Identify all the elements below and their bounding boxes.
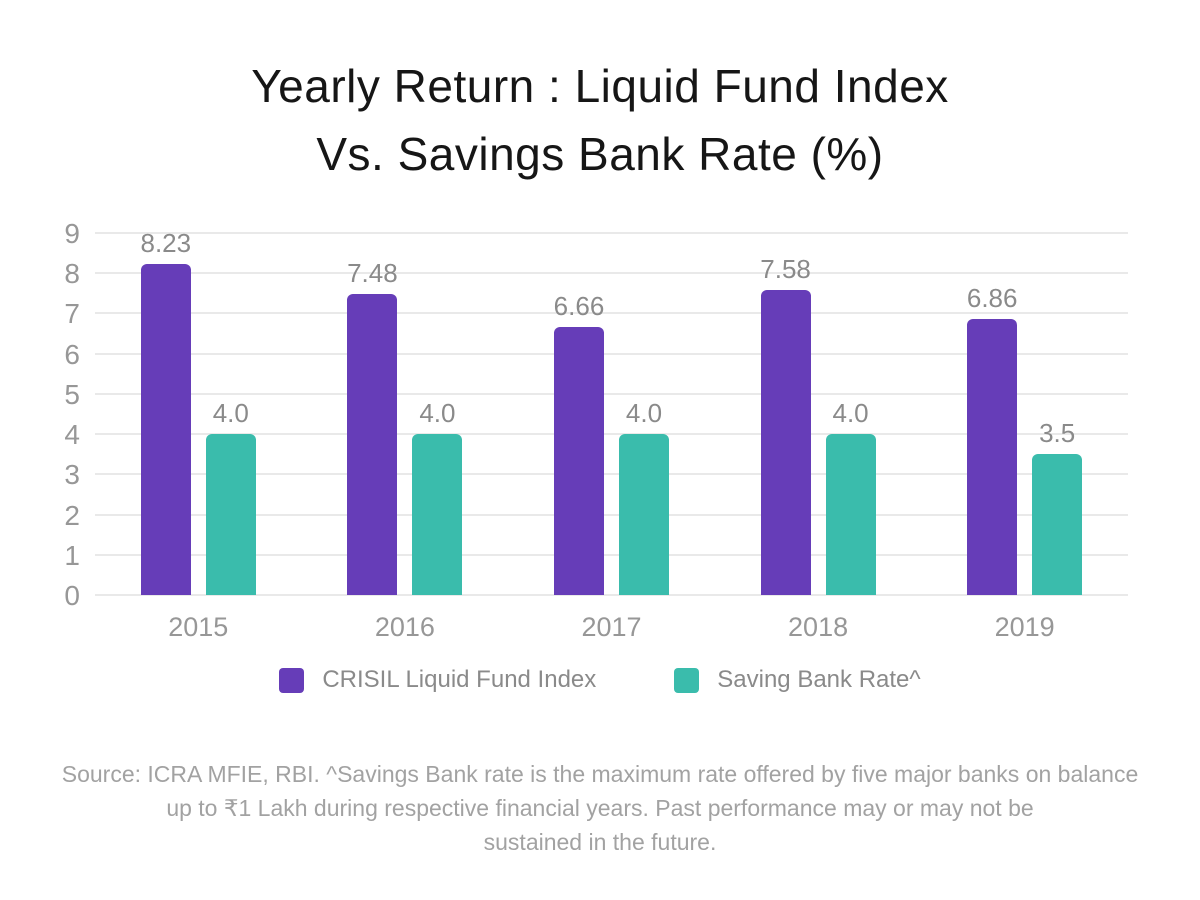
bar-value-label: 6.86 xyxy=(966,283,1018,314)
chart-title-line2: Vs. Savings Bank Rate (%) xyxy=(316,128,884,180)
chart-title-line1: Yearly Return : Liquid Fund Index xyxy=(251,60,949,112)
x-tick-label: 2018 xyxy=(788,612,849,642)
x-tick-label: 2016 xyxy=(374,612,435,642)
bar-value-label: 4.0 xyxy=(832,398,869,429)
bar-group: 6.66 4.0 2017 xyxy=(508,233,715,642)
bar-liquid-fund-index: 6.66 xyxy=(554,291,604,595)
bar-liquid-fund-index: 6.86 xyxy=(967,283,1017,595)
source-note-line: sustained in the future. xyxy=(483,829,717,855)
gridline xyxy=(95,473,1128,476)
gridline xyxy=(95,513,1128,516)
source-note: Source: ICRA MFIE, RBI. ^Savings Bank ra… xyxy=(0,757,1200,859)
y-tick-label: 2 xyxy=(64,499,80,531)
bar-group: 7.58 4.0 2018 xyxy=(715,233,922,642)
bar-saving-bank-rate: 3.5 xyxy=(1032,418,1083,595)
bar-liquid-fund-index: 7.48 xyxy=(347,258,398,595)
y-tick-label: 6 xyxy=(64,338,80,370)
bar-group: 6.86 3.5 2019 xyxy=(921,233,1128,642)
gridline xyxy=(95,272,1128,275)
bar-value-label: 4.0 xyxy=(212,398,249,429)
legend-item: Saving Bank Rate^ xyxy=(674,666,921,694)
legend: CRISIL Liquid Fund Index Saving Bank Rate… xyxy=(0,666,1200,694)
source-note-line: Source: ICRA MFIE, RBI. ^Savings Bank ra… xyxy=(61,761,1139,787)
bar-value-label: 3.5 xyxy=(1039,418,1076,449)
plot-area: 0 1 2 3 4 5 6 7 8 9 8.23 4.0 2015 7.48 4.0 2016 6.66 4.0… xyxy=(64,220,1128,642)
bar-saving-bank-rate: 4.0 xyxy=(205,398,256,595)
bar-group: 8.23 4.0 2015 xyxy=(95,228,302,642)
bar-value-label: 4.0 xyxy=(625,398,663,429)
legend-swatch xyxy=(279,667,305,693)
bar-saving-bank-rate: 4.0 xyxy=(825,398,876,595)
x-tick-label: 2015 xyxy=(168,612,229,642)
bar-value-label: 7.48 xyxy=(347,258,398,289)
bar-liquid-fund-index: 8.23 xyxy=(140,228,191,595)
legend-swatch xyxy=(674,667,700,693)
legend-label: Saving Bank Rate^ xyxy=(717,666,921,693)
bar-saving-bank-rate: 4.0 xyxy=(618,398,669,595)
legend-label: CRISIL Liquid Fund Index xyxy=(322,666,597,693)
gridline xyxy=(95,553,1128,556)
gridline xyxy=(95,312,1128,315)
y-tick-label: 3 xyxy=(64,459,80,491)
bar-value-label: 6.66 xyxy=(553,291,605,322)
y-tick-label: 8 xyxy=(64,258,80,290)
bar-value-label: 7.58 xyxy=(760,254,811,285)
bar-group: 7.48 4.0 2016 xyxy=(302,233,509,642)
x-tick-label: 2017 xyxy=(581,612,642,642)
source-note-line: up to ₹1 Lakh during respective financia… xyxy=(166,795,1034,821)
y-tick-label: 7 xyxy=(64,298,80,330)
y-tick-label: 4 xyxy=(64,419,80,451)
bar-groups: 8.23 4.0 2015 7.48 4.0 2016 6.66 4.0 2017 7.58 4.0… xyxy=(95,228,1128,642)
gridline xyxy=(95,433,1128,436)
chart-title: Yearly Return : Liquid Fund Index Vs. Sa… xyxy=(0,52,1200,188)
y-tick-label: 5 xyxy=(64,378,80,410)
gridline xyxy=(95,352,1128,355)
bar-liquid-fund-index: 7.58 xyxy=(760,254,811,595)
legend-item: CRISIL Liquid Fund Index xyxy=(279,666,596,694)
y-tick-label: 0 xyxy=(64,580,80,611)
y-tick-label: 9 xyxy=(64,218,80,249)
bar-saving-bank-rate: 4.0 xyxy=(412,398,463,595)
gridline xyxy=(95,392,1128,395)
gridline xyxy=(95,594,1128,596)
bar-value-label: 4.0 xyxy=(419,398,456,429)
gridline xyxy=(95,232,1128,234)
y-tick-label: 1 xyxy=(64,539,80,571)
x-tick-label: 2019 xyxy=(994,612,1055,642)
bar-value-label: 8.23 xyxy=(140,227,192,258)
